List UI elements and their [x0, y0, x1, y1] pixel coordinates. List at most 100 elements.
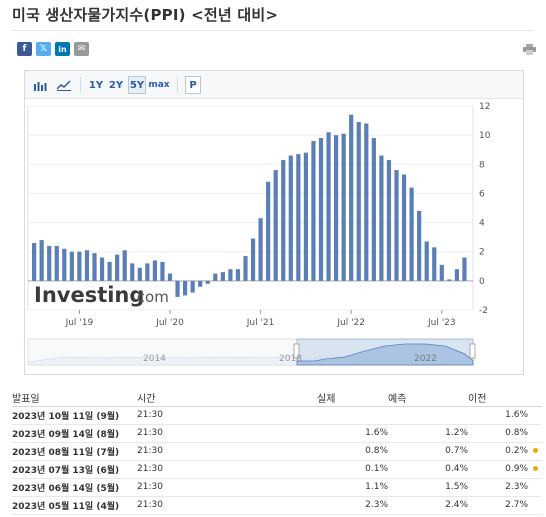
header-date[interactable]: 발표일	[12, 389, 137, 407]
chart-bar[interactable]	[198, 280, 203, 287]
chart-bar[interactable]	[266, 181, 271, 281]
chart-bar[interactable]	[243, 256, 248, 281]
release-history-table: 발표일 시간 실제 예측 이전 2023년 10월 11일 (9월) 21:30 1…	[12, 389, 542, 515]
chart-bar[interactable]	[167, 273, 173, 281]
row-flag-cell	[528, 478, 542, 497]
chart-bar[interactable]	[288, 155, 293, 281]
chart-bar[interactable]	[258, 218, 263, 281]
revised-dot-icon	[533, 466, 538, 471]
chart-bar[interactable]	[205, 280, 210, 284]
line-chart-icon[interactable]	[55, 76, 73, 94]
chart-bar[interactable]	[228, 269, 233, 281]
chart-bar[interactable]	[296, 154, 301, 281]
p-button[interactable]: P	[185, 76, 201, 94]
header-actual[interactable]: 실제	[317, 389, 388, 407]
chart-bar[interactable]	[39, 240, 44, 281]
chart-bar[interactable]	[69, 251, 74, 281]
navigator-left-handle[interactable]	[293, 343, 300, 359]
header-forecast[interactable]: 예측	[388, 389, 468, 407]
page-title: 미국 생산자물가지수(PPI) <전년 대비>	[12, 6, 279, 24]
chart-bar[interactable]	[356, 122, 361, 281]
chart-bar[interactable]	[54, 245, 59, 281]
chart-bar[interactable]	[462, 257, 467, 281]
range-2y-button[interactable]: 2Y	[108, 79, 124, 91]
chart-bar[interactable]	[99, 257, 105, 281]
chart-bar[interactable]	[160, 261, 165, 281]
chart-bar[interactable]	[84, 250, 90, 281]
watermark-brand: Investing	[34, 283, 144, 307]
chart-bar[interactable]	[409, 187, 414, 281]
chart-bar[interactable]	[273, 170, 278, 281]
row-time: 21:30	[137, 442, 317, 461]
row-date: 2023년 05월 11일 (4월)	[12, 496, 137, 515]
investing-watermark: Investing .com	[34, 283, 169, 307]
chart-bar[interactable]	[439, 264, 444, 281]
share-bar: f 𝕏 in ✉	[17, 42, 89, 56]
chart-bar[interactable]	[107, 261, 112, 281]
chart-bar[interactable]	[175, 280, 180, 297]
y-tick-label: -2	[479, 306, 488, 316]
chart-bar[interactable]	[386, 159, 392, 281]
print-icon[interactable]	[523, 44, 536, 55]
chart-bar[interactable]	[235, 269, 241, 281]
chart-bar[interactable]	[250, 238, 256, 281]
chart-bar[interactable]	[220, 272, 225, 281]
range-1y-button[interactable]: 1Y	[88, 79, 104, 91]
twitter-share-icon[interactable]: 𝕏	[36, 42, 51, 56]
chart-bar[interactable]	[183, 280, 188, 296]
chart-bar[interactable]	[62, 248, 67, 281]
chart-bar[interactable]	[77, 251, 82, 281]
chart-bar[interactable]	[341, 133, 346, 281]
row-date: 2023년 07월 13일 (6월)	[12, 460, 137, 479]
chart-bar[interactable]	[447, 279, 452, 281]
bar-chart-icon[interactable]	[31, 76, 49, 94]
chart-bar[interactable]	[371, 138, 376, 281]
range-navigator[interactable]: 2014 2018 2022	[27, 338, 476, 366]
chart-bar[interactable]	[190, 280, 195, 293]
chart-bar[interactable]	[364, 123, 369, 281]
chart-bar[interactable]	[424, 241, 429, 281]
row-forecast: 1.5%	[388, 478, 468, 497]
chart-bar[interactable]	[47, 245, 52, 281]
row-actual: 0.8%	[317, 442, 388, 461]
title-divider	[12, 30, 534, 31]
row-flag-cell	[528, 442, 542, 461]
chart-bar[interactable]	[281, 159, 286, 281]
chart-bar[interactable]	[122, 250, 127, 281]
chart-bar[interactable]	[334, 135, 339, 281]
chart-bar[interactable]	[311, 140, 316, 281]
chart-bar[interactable]	[401, 174, 407, 281]
row-flag-cell	[528, 424, 542, 443]
header-spacer	[528, 389, 542, 407]
chart-bar[interactable]	[326, 132, 331, 281]
chart-bar[interactable]	[152, 260, 157, 281]
chart-bar[interactable]	[394, 170, 399, 281]
facebook-share-icon[interactable]: f	[17, 42, 32, 56]
chart-bar[interactable]	[417, 210, 422, 281]
email-share-icon[interactable]: ✉	[74, 42, 89, 56]
chart-bar[interactable]	[92, 253, 97, 281]
chart-bar[interactable]	[137, 267, 142, 281]
chart-bar[interactable]	[379, 155, 384, 281]
chart-bar[interactable]	[130, 263, 135, 281]
range-max-button[interactable]: max	[148, 80, 170, 90]
chart-bar[interactable]	[115, 254, 120, 281]
navigator-right-handle[interactable]	[469, 343, 476, 359]
header-previous[interactable]: 이전	[468, 389, 528, 407]
chart-bar[interactable]	[432, 247, 437, 281]
chart-bar[interactable]	[303, 152, 308, 281]
chart-bar[interactable]	[454, 269, 459, 281]
chart-bar[interactable]	[318, 138, 324, 281]
chart-bar[interactable]	[213, 273, 218, 281]
row-forecast	[388, 406, 468, 425]
row-date: 2023년 06월 14일 (5월)	[12, 478, 137, 497]
row-actual: 0.1%	[317, 460, 388, 479]
linkedin-share-icon[interactable]: in	[55, 42, 70, 56]
chart-bar[interactable]	[32, 242, 37, 281]
navigator-label: 2014	[143, 354, 166, 364]
row-flag-cell	[528, 406, 542, 425]
chart-bar[interactable]	[145, 263, 150, 281]
chart-bar[interactable]	[349, 114, 354, 281]
header-time[interactable]: 시간	[137, 389, 317, 407]
range-5y-button[interactable]: 5Y	[128, 76, 146, 94]
